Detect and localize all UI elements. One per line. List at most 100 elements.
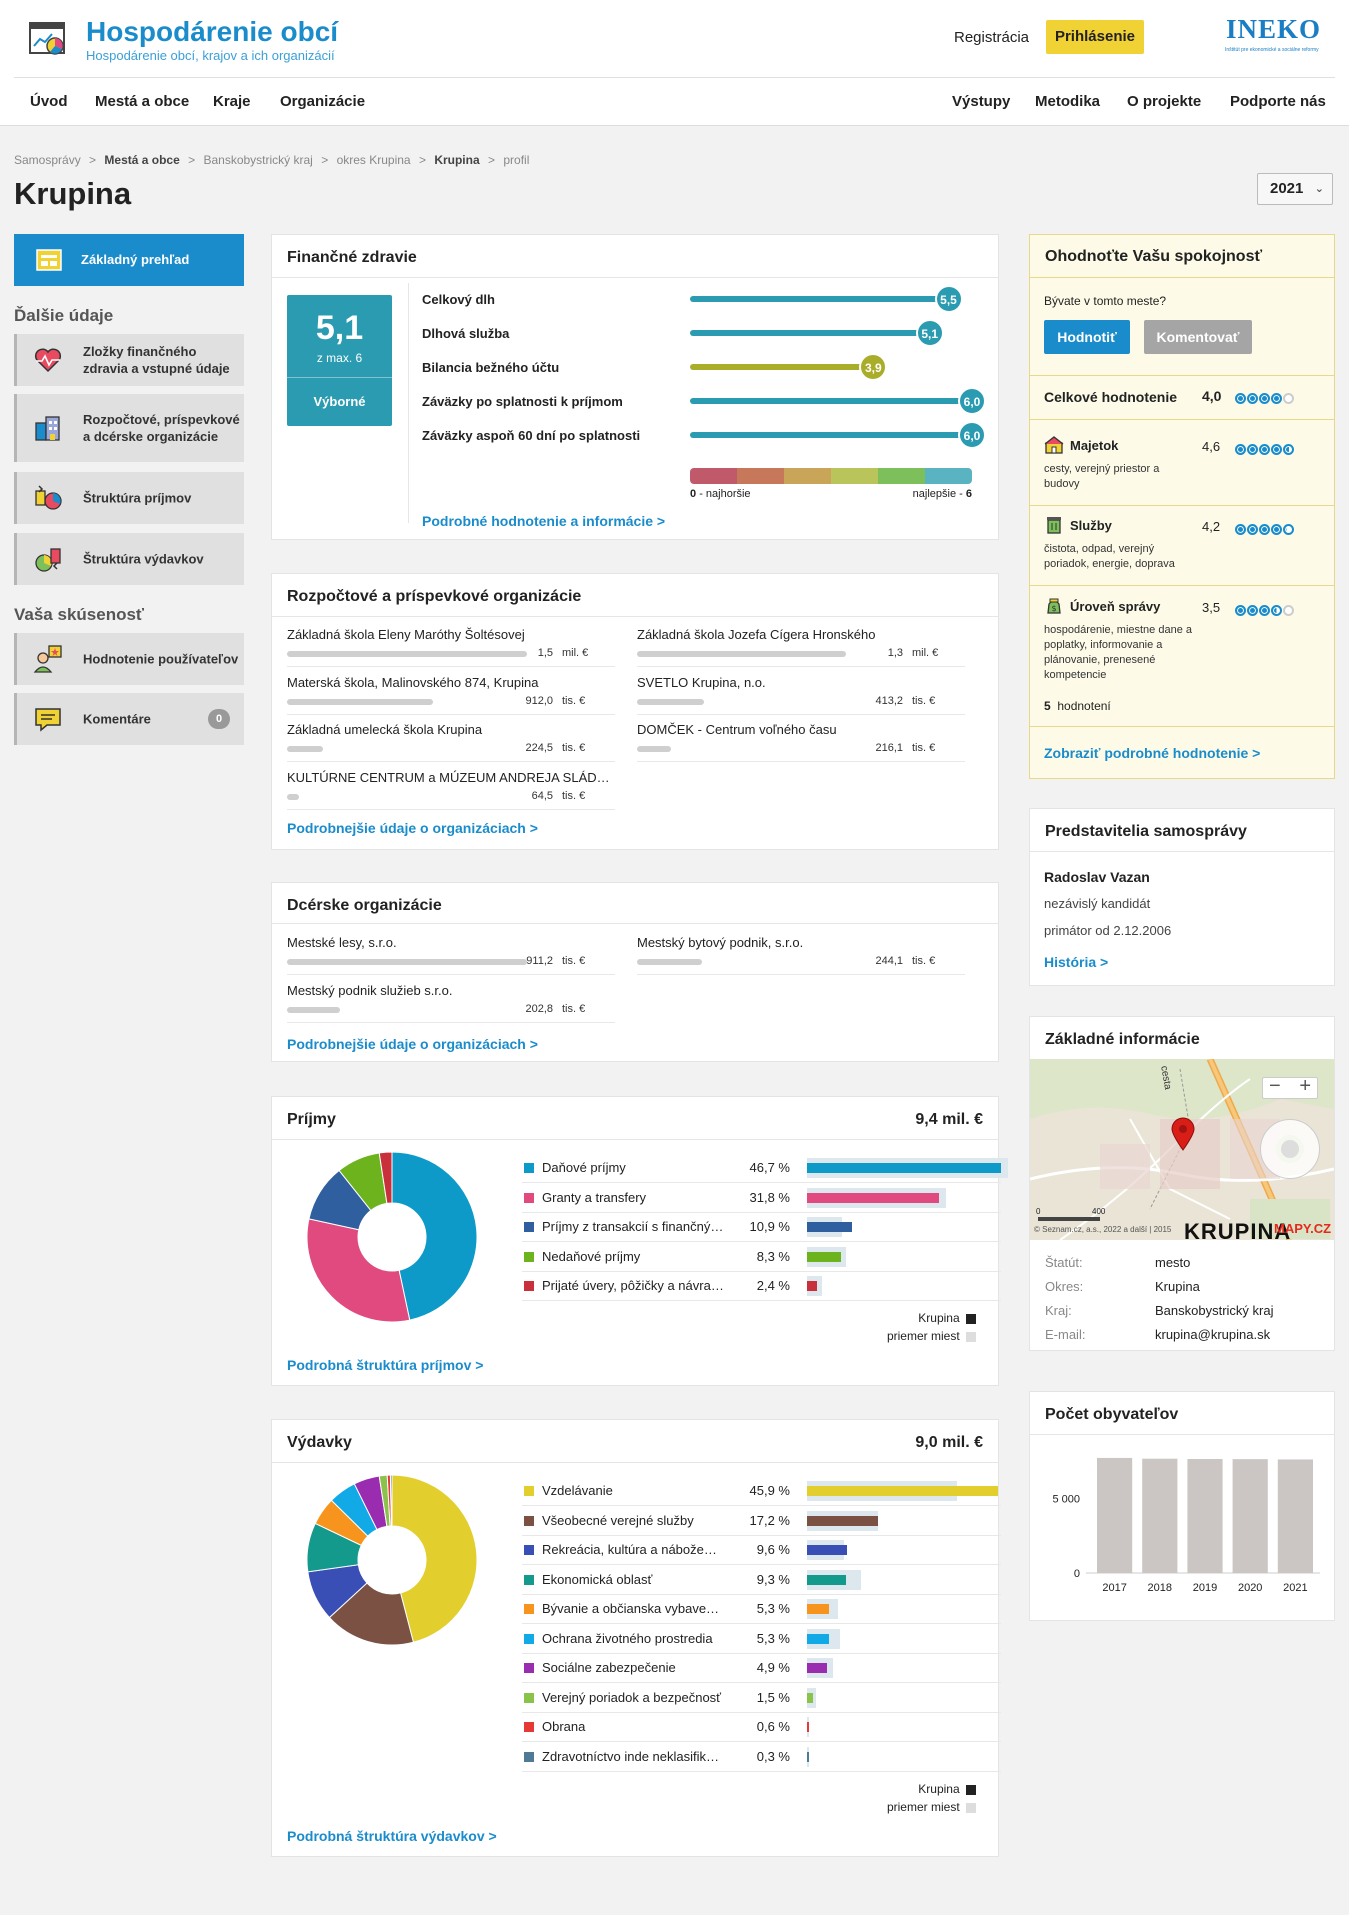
nav-o-projekte[interactable]: O projekte [1127, 93, 1202, 110]
rating-star-icon [1271, 604, 1282, 616]
sidebar-item-comments[interactable]: Komentáre 0 [14, 693, 244, 745]
sidebar-item-expense-structure[interactable]: Štruktúra výdavkov [14, 533, 244, 585]
legend-row[interactable]: Vzdelávanie 45,9 % [522, 1477, 1001, 1506]
population-bar-2021[interactable] [1277, 1459, 1313, 1573]
register-link[interactable]: Registrácia [954, 29, 1030, 46]
legend-row[interactable]: Granty a transfery 31,8 % [522, 1184, 1001, 1213]
sidebar-item-health-components[interactable]: Zložky finančného zdravia a vstupné údaj… [14, 334, 244, 386]
population-bar-2019[interactable] [1187, 1458, 1223, 1573]
nav-podporte-nas[interactable]: Podporte nás [1230, 93, 1326, 110]
expenses-legend-avg: priemer miest [887, 1800, 976, 1814]
nav-kraje[interactable]: Kraje [213, 93, 251, 110]
org-divider [637, 974, 965, 975]
health-indicator-value: 6,0 [958, 421, 986, 449]
legend-percent: 46,7 % [749, 1160, 790, 1175]
legend-row[interactable]: Všeobecné verejné služby 17,2 % [522, 1507, 1001, 1536]
org-name[interactable]: Základná škola Eleny Maróthy Šoltésovej [287, 627, 525, 642]
legend-row[interactable]: Zdravotníctvo inde neklasifikované 0,3 % [522, 1743, 1001, 1772]
legend-row[interactable]: Obrana 0,6 % [522, 1713, 1001, 1742]
legend-row[interactable]: Rekreácia, kultúra a náboženstvo 9,6 % [522, 1536, 1001, 1565]
donut-slice-4[interactable] [378, 1152, 393, 1204]
legend-row[interactable]: Bývanie a občianska vybavenosť 5,3 % [522, 1595, 1001, 1624]
daughter-orgs-link[interactable]: Podrobnejšie údaje o organizáciach > [287, 1036, 538, 1052]
info-value[interactable]: krupina@krupina.sk [1155, 1327, 1271, 1342]
site-title[interactable]: Hospodárenie obcí [86, 16, 339, 47]
sidebar-active-item[interactable]: Základný prehľad [14, 234, 244, 286]
health-details-link[interactable]: Podrobné hodnotenie a informácie > [422, 513, 666, 529]
org-name[interactable]: DOMČEK - Centrum voľného času [637, 722, 837, 737]
income-details-link[interactable]: Podrobná štruktúra príjmov > [287, 1357, 484, 1373]
org-unit: mil. € [912, 647, 939, 659]
donut-slice-1[interactable] [307, 1218, 411, 1322]
nav-mesta-a-obce[interactable]: Mestá a obce [95, 93, 190, 110]
legend-row[interactable]: Sociálne zabezpečenie 4,9 % [522, 1654, 1001, 1683]
donut-slice-0[interactable] [391, 1475, 477, 1643]
expenses-title: Výdavky [287, 1434, 352, 1451]
legend-category: Sociálne zabezpečenie [542, 1660, 676, 1675]
zoom-out-icon[interactable]: − [1269, 1075, 1281, 1097]
basic-info-card: Základné informácie cesta − + 0 [1029, 1016, 1335, 1351]
rating-star-icon [1247, 604, 1258, 616]
year-select[interactable]: 2021 ⌄ [1257, 173, 1333, 205]
population-bar-2020[interactable] [1232, 1459, 1268, 1573]
site-logo-icon[interactable] [28, 20, 68, 58]
sidebar-item-user-ratings[interactable]: Hodnotenie používateľov [14, 633, 244, 685]
org-name[interactable]: Základná škola Jozefa Cígera Hronského [637, 627, 876, 642]
rate-button[interactable]: Hodnotiť [1044, 320, 1130, 354]
donut-slice-9[interactable] [389, 1475, 393, 1527]
zoom-in-icon[interactable]: + [1299, 1075, 1311, 1097]
health-indicator-bar [690, 364, 874, 370]
map-city-label: KRUPINA [1184, 1219, 1292, 1240]
legend-row[interactable]: Prijaté úvery, pôžičky a návratné finanč… [522, 1272, 1001, 1301]
rating-star-icon [1283, 443, 1294, 455]
breadcrumb-kraj[interactable]: Banskobystrický kraj [203, 153, 313, 167]
sidebar-item-organizations[interactable]: Rozpočtové, príspevkové a dcérske organi… [14, 394, 244, 462]
org-name[interactable]: Základná umelecká škola Krupina [287, 722, 483, 737]
org-name[interactable]: Mestské lesy, s.r.o. [287, 935, 397, 950]
org-name[interactable]: SVETLO Krupina, n.o. [637, 674, 766, 690]
breadcrumb-krupina[interactable]: Krupina [434, 153, 480, 167]
legend-row[interactable]: Daňové príjmy 46,7 % [522, 1154, 1009, 1183]
legend-row[interactable]: Príjmy z transakcií s finančnými aktívam… [522, 1213, 1001, 1242]
ineko-tagline: Inštitút pre ekonomické a sociálne refor… [1225, 47, 1319, 53]
org-name[interactable]: Mestský podnik služieb s.r.o. [287, 982, 453, 998]
legend-row[interactable]: Ekonomická oblasť 9,3 % [522, 1566, 1001, 1595]
budget-orgs-link[interactable]: Podrobnejšie údaje o organizáciach > [287, 820, 538, 836]
map-pan-control[interactable] [1260, 1119, 1320, 1179]
rating-details-link[interactable]: Zobraziť podrobné hodnotenie > [1044, 745, 1261, 761]
mapy-cz-logo[interactable]: MAPY.CZ [1274, 1221, 1332, 1236]
login-button[interactable]: Prihlásenie [1046, 20, 1144, 54]
health-indicator-label: Bilancia bežného účtu [422, 360, 560, 375]
nav-uvod[interactable]: Úvod [30, 93, 68, 110]
legend-row[interactable]: Nedaňové príjmy 8,3 % [522, 1243, 1001, 1272]
daughter-orgs-card: Dcérske organizácie Podrobnejšie údaje o… [271, 882, 999, 1062]
ineko-logo[interactable]: INEKO [1226, 14, 1322, 44]
history-link[interactable]: História > [1044, 954, 1109, 970]
comment-button[interactable]: Komentovať [1144, 320, 1252, 354]
population-xtick: 2018 [1148, 1582, 1172, 1594]
income-total: 9,4 mil. € [915, 1111, 983, 1128]
legend-color-swatch [524, 1574, 534, 1585]
legend-color-swatch [524, 1163, 534, 1173]
org-name[interactable]: Materská škola, Malinovského 874, Krupin… [287, 674, 539, 690]
legend-row[interactable]: Verejný poriadok a bezpečnosť 1,5 % [522, 1684, 1001, 1713]
legend-row[interactable]: Ochrana životného prostredia 5,3 % [522, 1625, 1001, 1654]
rating-category-stars [1235, 520, 1295, 536]
population-bar-2018[interactable] [1142, 1458, 1178, 1573]
city-map[interactable]: cesta − + 0 400 KRUPINA © Seznam.cz, a.s… [1030, 1059, 1334, 1240]
nav-metodika[interactable]: Metodika [1035, 93, 1101, 110]
breadcrumb-samospravy[interactable]: Samosprávy [14, 153, 81, 167]
org-name[interactable]: KULTÚRNE CENTRUM a MÚZEUM ANDREJA SLÁDKO… [287, 769, 617, 785]
nav-vystupy[interactable]: Výstupy [952, 93, 1011, 110]
population-bar-2017[interactable] [1097, 1457, 1133, 1573]
nav-organizacie[interactable]: Organizácie [280, 93, 366, 110]
breadcrumb-okres[interactable]: okres Krupina [336, 153, 411, 167]
donut-slice-0[interactable] [391, 1152, 477, 1321]
legend-percent: 4,9 % [756, 1660, 790, 1675]
expenses-details-link[interactable]: Podrobná štruktúra výdavkov > [287, 1828, 497, 1844]
org-name[interactable]: Mestský bytový podnik, s.r.o. [637, 935, 804, 950]
heart-pulse-icon [33, 345, 63, 375]
legend-color-swatch [524, 1192, 534, 1203]
breadcrumb-mesta[interactable]: Mestá a obce [104, 153, 180, 167]
sidebar-item-income-structure[interactable]: Štruktúra príjmov [14, 472, 244, 524]
